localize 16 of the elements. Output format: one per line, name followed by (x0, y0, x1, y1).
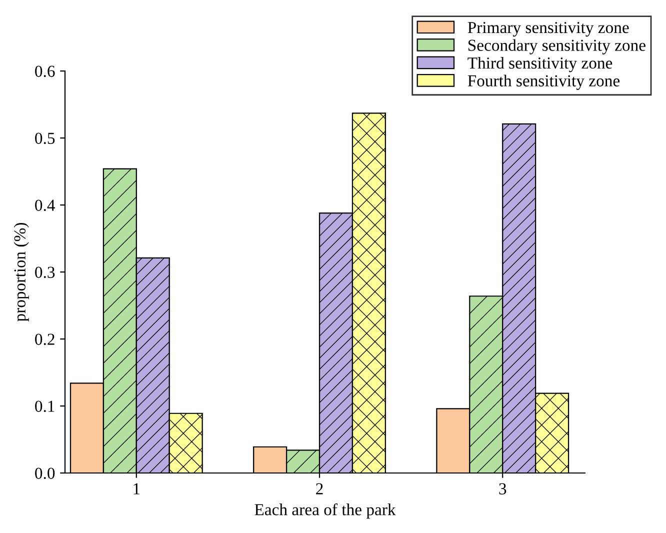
x-tick-label: 2 (316, 483, 323, 494)
y-tick-label: 0.1 (35, 400, 54, 412)
x-tick-label: 3 (499, 483, 506, 494)
y-tick-label: 0.6 (35, 66, 55, 78)
legend-label: Secondary sensitivity zone (468, 39, 646, 54)
y-tick-label: 0.2 (35, 334, 54, 346)
legend-label: Primary sensitivity zone (468, 22, 629, 37)
y-tick-label: 0.0 (35, 468, 55, 480)
legend-label: Fourth sensitivity zone (468, 74, 620, 90)
legend-label: Third sensitivity zone (468, 56, 612, 72)
y-tick-label: 0.3 (35, 266, 55, 278)
x-axis-title: Each area of the park (254, 503, 396, 519)
y-tick-label: 0.4 (35, 200, 56, 212)
y-tick-label: 0.5 (35, 132, 55, 144)
y-axis-title: proportion (%) (14, 222, 29, 322)
x-tick-label: 1 (134, 483, 140, 494)
